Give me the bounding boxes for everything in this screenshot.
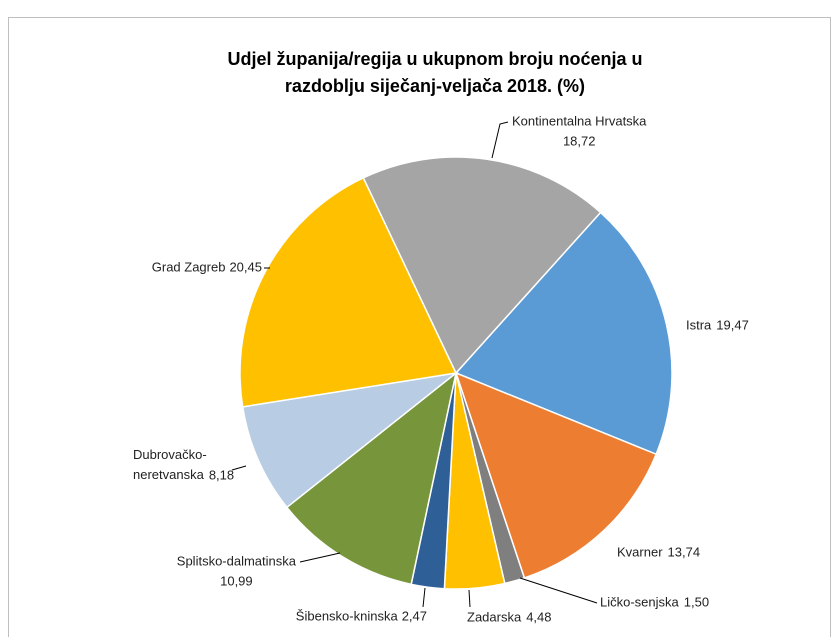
pie-slice [454,371,658,579]
data-label-value: 10,99 [220,573,253,588]
pie-slice [239,176,458,408]
name-line: Dubrovačko- [133,447,207,462]
chart-title: razdoblju siječanj-veljača 2018. (%) [285,76,585,96]
data-label-name: Ličko-senjska [600,594,680,609]
data-label-name: Šibensko-kninska [296,608,399,623]
leader-line [231,465,247,471]
pie-slice [285,371,458,586]
pie-slice [241,371,459,509]
data-label-name: Zadarska [467,609,522,624]
data-label-value: 18,72 [563,133,596,148]
data-label-value: 8,18 [209,467,234,482]
data-label-name: Kvarner [617,544,663,559]
chart-title: Udjel županija/regija u ukupnom broju no… [227,49,642,69]
data-label-value: 19,47 [716,317,749,332]
data-label-value: 1,50 [684,594,709,609]
leader-line [519,577,598,604]
data-label-value: 13,74 [668,544,701,559]
data-label-name: Dubrovačko-neretvanska [133,447,207,482]
data-label-name: Splitsko-dalmatinska [177,553,297,568]
leader-line [422,587,426,608]
data-label-name: Kontinentalna Hrvatska [512,113,647,128]
data-label-value: 2,47 [402,608,427,623]
data-label-name: Istra [686,317,712,332]
data-label-name: Grad Zagreb [152,259,226,274]
pie-slice [454,211,673,456]
data-label-value: 4,48 [526,609,551,624]
name-line: neretvanska [133,467,205,482]
data-label-value: 20,45 [229,259,262,274]
leader-line [491,121,509,159]
leader-line [299,552,341,563]
leader-line [468,589,471,608]
pie-slice [362,156,602,375]
